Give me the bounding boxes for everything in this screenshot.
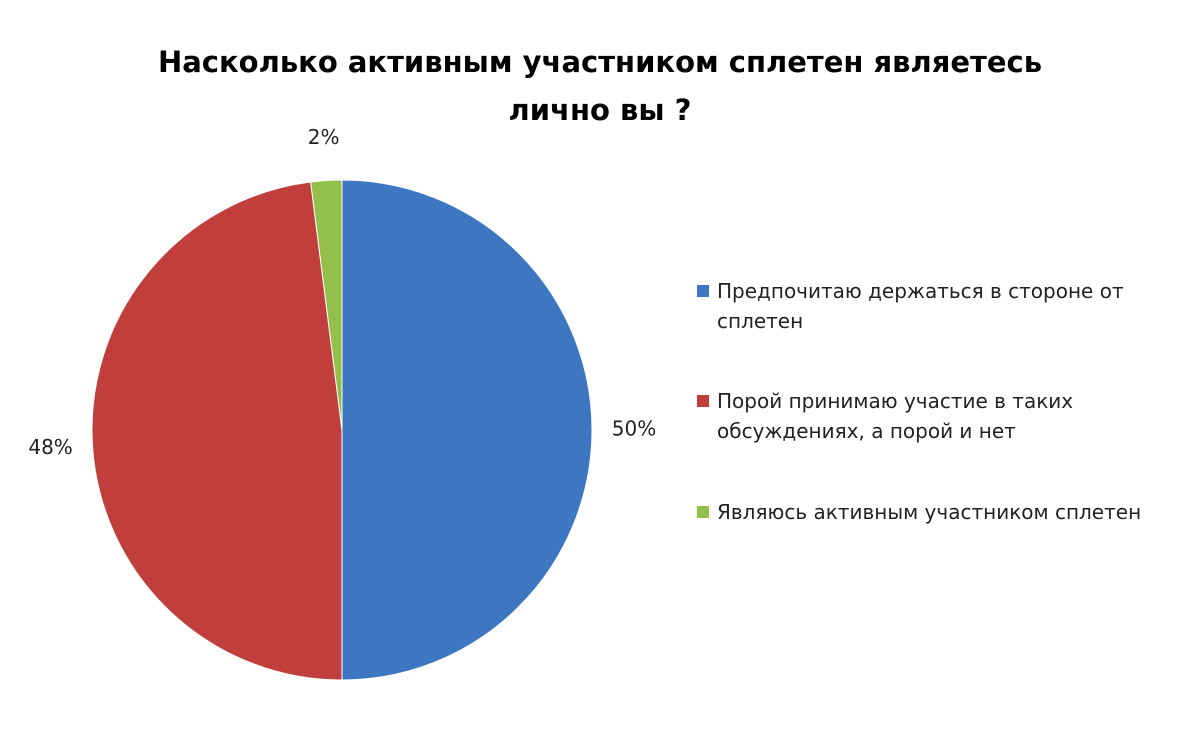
data-label: 2% (308, 125, 340, 149)
legend-label: Порой принимаю участие в таких обсуждени… (717, 389, 1074, 443)
legend-entry: Являюсь активным участником сплетен (693, 497, 1173, 527)
legend-swatch (697, 395, 709, 407)
chart-title: Насколько активным участником сплетен яв… (157, 45, 1043, 127)
legend-label: Предпочитаю держаться в стороне от сплет… (717, 279, 1124, 333)
pie-slice (310, 179, 343, 431)
legend-entry: Порой принимаю участие в таких обсуждени… (693, 386, 1173, 446)
legend-entry: Предпочитаю держаться в стороне от сплет… (693, 276, 1173, 336)
data-label: 50% (612, 417, 656, 441)
pie-slice (341, 179, 593, 681)
pie-slice (91, 181, 343, 681)
legend-swatch (697, 506, 709, 518)
legend-label: Являюсь активным участником сплетен (717, 500, 1142, 524)
data-label: 48% (28, 435, 72, 459)
legend-swatch (697, 285, 709, 297)
